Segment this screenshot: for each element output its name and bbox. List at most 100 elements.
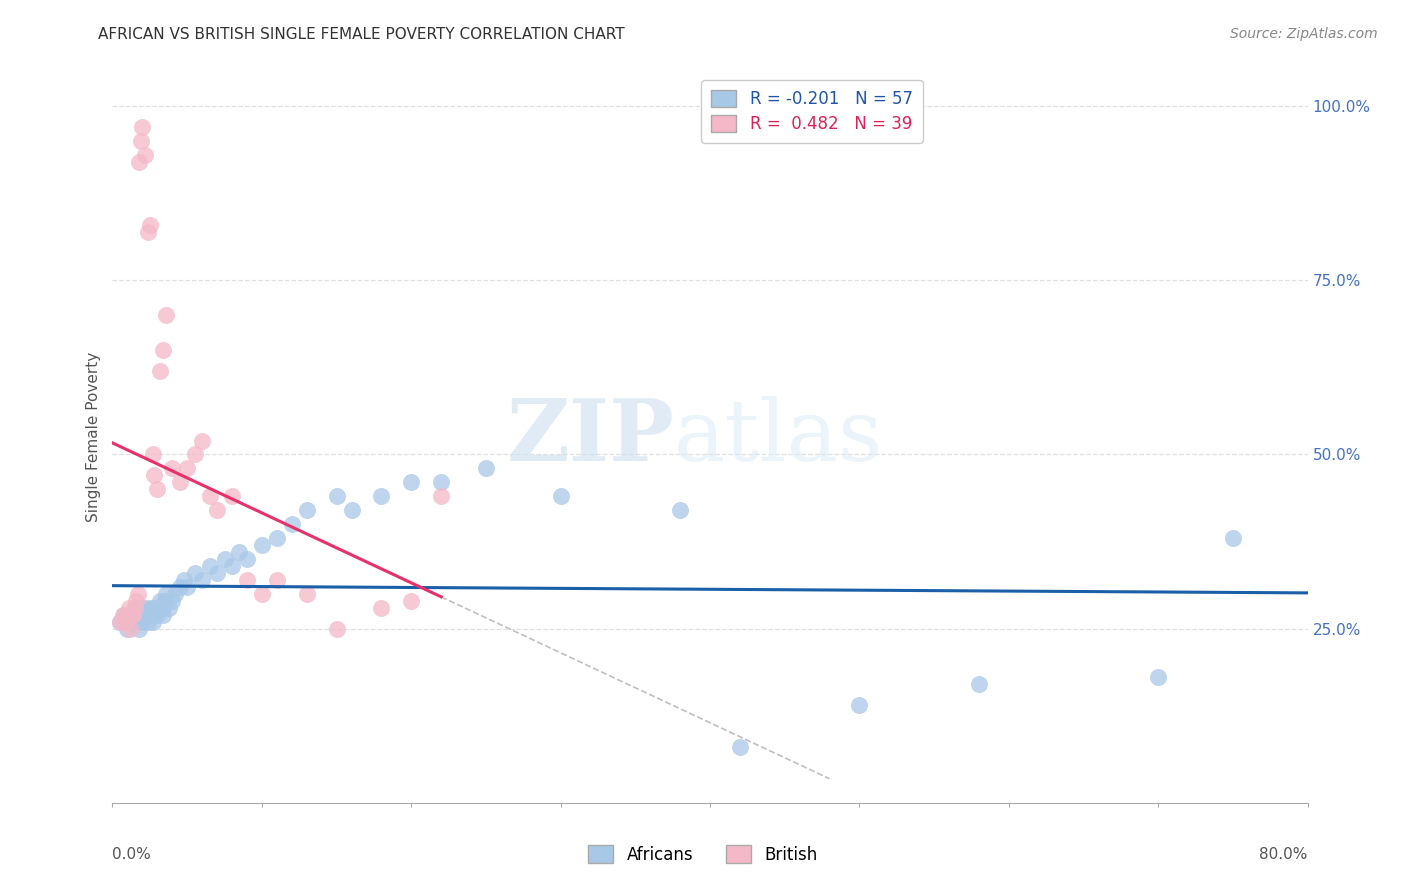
Point bbox=[295, 587, 318, 601]
Point bbox=[117, 622, 139, 636]
Point bbox=[146, 483, 169, 497]
Point bbox=[250, 538, 273, 552]
Point bbox=[149, 364, 172, 378]
Point bbox=[281, 517, 304, 532]
Point bbox=[117, 607, 139, 622]
Point bbox=[128, 622, 150, 636]
Point bbox=[401, 594, 423, 608]
Point bbox=[127, 587, 149, 601]
Point bbox=[340, 503, 363, 517]
Text: Source: ZipAtlas.com: Source: ZipAtlas.com bbox=[1230, 27, 1378, 41]
Point bbox=[129, 607, 152, 622]
Point bbox=[139, 600, 162, 615]
Point bbox=[157, 600, 180, 615]
Text: 80.0%: 80.0% bbox=[1260, 847, 1308, 862]
Point bbox=[142, 448, 165, 462]
Point bbox=[325, 489, 347, 503]
Point bbox=[132, 607, 155, 622]
Point bbox=[198, 489, 221, 503]
Point bbox=[430, 475, 453, 490]
Point bbox=[266, 531, 288, 545]
Point bbox=[124, 600, 146, 615]
Point bbox=[191, 573, 214, 587]
Point bbox=[138, 225, 160, 239]
Point bbox=[669, 503, 692, 517]
Point bbox=[162, 594, 183, 608]
Point bbox=[176, 580, 198, 594]
Point bbox=[148, 600, 170, 615]
Point bbox=[118, 600, 141, 615]
Point bbox=[121, 607, 143, 622]
Point bbox=[370, 489, 392, 503]
Point bbox=[325, 622, 347, 636]
Point bbox=[266, 573, 288, 587]
Text: 0.0%: 0.0% bbox=[112, 847, 152, 862]
Point bbox=[173, 573, 195, 587]
Point bbox=[108, 615, 131, 629]
Point bbox=[236, 573, 259, 587]
Point bbox=[124, 600, 146, 615]
Point bbox=[149, 594, 172, 608]
Point bbox=[236, 552, 259, 566]
Point bbox=[475, 461, 498, 475]
Point bbox=[221, 489, 243, 503]
Point bbox=[848, 698, 870, 713]
Text: ZIP: ZIP bbox=[506, 395, 675, 479]
Point bbox=[128, 155, 150, 169]
Point bbox=[430, 489, 453, 503]
Point bbox=[250, 587, 273, 601]
Point bbox=[125, 607, 148, 622]
Point bbox=[153, 594, 176, 608]
Point bbox=[401, 475, 423, 490]
Point bbox=[191, 434, 214, 448]
Point bbox=[139, 218, 162, 232]
Point bbox=[152, 607, 174, 622]
Point bbox=[142, 615, 165, 629]
Point bbox=[183, 566, 205, 580]
Point bbox=[122, 607, 145, 622]
Legend: R = -0.201   N = 57, R =  0.482   N = 39: R = -0.201 N = 57, R = 0.482 N = 39 bbox=[702, 79, 922, 143]
Point bbox=[205, 503, 228, 517]
Y-axis label: Single Female Poverty: Single Female Poverty bbox=[86, 352, 101, 522]
Point bbox=[165, 587, 187, 601]
Point bbox=[134, 148, 156, 162]
Point bbox=[550, 489, 572, 503]
Text: AFRICAN VS BRITISH SINGLE FEMALE POVERTY CORRELATION CHART: AFRICAN VS BRITISH SINGLE FEMALE POVERTY… bbox=[98, 27, 626, 42]
Point bbox=[1147, 670, 1170, 684]
Point bbox=[125, 594, 148, 608]
Text: atlas: atlas bbox=[675, 395, 883, 479]
Point bbox=[141, 607, 163, 622]
Point bbox=[221, 558, 243, 573]
Point bbox=[122, 607, 145, 622]
Point bbox=[155, 308, 177, 322]
Point bbox=[728, 740, 751, 755]
Point bbox=[129, 134, 152, 148]
Point bbox=[143, 468, 166, 483]
Point bbox=[169, 580, 191, 594]
Point bbox=[120, 622, 142, 636]
Point bbox=[169, 475, 191, 490]
Point bbox=[967, 677, 990, 691]
Legend: Africans, British: Africans, British bbox=[582, 838, 824, 871]
Point bbox=[176, 461, 198, 475]
Point bbox=[138, 615, 160, 629]
Point bbox=[150, 600, 173, 615]
Point bbox=[108, 615, 131, 629]
Point bbox=[114, 607, 135, 622]
Point bbox=[115, 615, 138, 629]
Point bbox=[120, 615, 142, 629]
Point bbox=[214, 552, 236, 566]
Point bbox=[134, 600, 156, 615]
Point bbox=[111, 607, 134, 622]
Point bbox=[127, 600, 149, 615]
Point bbox=[135, 607, 157, 622]
Point bbox=[162, 461, 183, 475]
Point bbox=[152, 343, 174, 357]
Point bbox=[146, 607, 169, 622]
Point bbox=[155, 587, 177, 601]
Point bbox=[205, 566, 228, 580]
Point bbox=[370, 600, 392, 615]
Point bbox=[198, 558, 221, 573]
Point bbox=[131, 120, 153, 134]
Point bbox=[1222, 531, 1244, 545]
